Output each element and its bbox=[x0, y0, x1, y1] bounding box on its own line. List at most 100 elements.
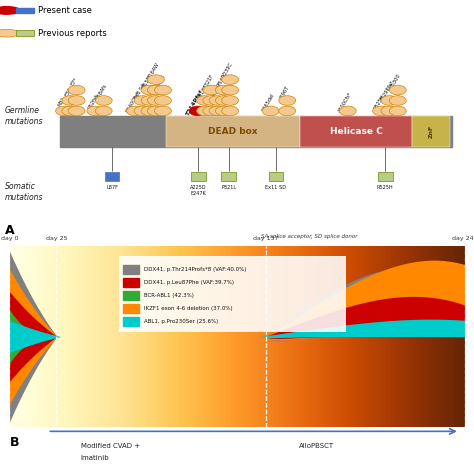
Text: SA splice acceptor, SD splice donor: SA splice acceptor, SD splice donor bbox=[261, 234, 357, 239]
Circle shape bbox=[389, 106, 406, 116]
Bar bbox=[123, 304, 139, 313]
Text: Imatinib: Imatinib bbox=[81, 455, 109, 461]
Circle shape bbox=[134, 96, 151, 105]
Circle shape bbox=[95, 96, 112, 105]
Circle shape bbox=[68, 106, 85, 116]
Bar bbox=[123, 291, 139, 300]
Text: ABL1, p.Pro230Ser (25.6%): ABL1, p.Pro230Ser (25.6%) bbox=[144, 319, 218, 324]
Text: day 0: day 0 bbox=[1, 236, 18, 241]
Text: L87F: L87F bbox=[106, 185, 118, 190]
Text: G5300: G5300 bbox=[389, 73, 402, 90]
Circle shape bbox=[339, 106, 356, 116]
Circle shape bbox=[147, 96, 164, 105]
Circle shape bbox=[373, 106, 390, 116]
Circle shape bbox=[68, 96, 85, 105]
Circle shape bbox=[381, 96, 398, 105]
Text: Y239C: Y239C bbox=[222, 63, 234, 79]
Text: R164W: R164W bbox=[147, 62, 160, 80]
Circle shape bbox=[197, 106, 213, 116]
Text: L321F: L321F bbox=[203, 73, 215, 89]
Text: P218T: P218T bbox=[197, 84, 209, 100]
Text: T214Pfs*: T214Pfs* bbox=[186, 88, 205, 116]
Circle shape bbox=[389, 96, 406, 105]
Bar bbox=[60, 116, 452, 147]
Text: Somatic
mutations: Somatic mutations bbox=[5, 182, 43, 201]
Text: B: B bbox=[9, 436, 19, 449]
Text: Germline
mutations: Germline mutations bbox=[5, 107, 43, 126]
Text: DDX41, p.Leu87Phe (VAF:39.7%): DDX41, p.Leu87Phe (VAF:39.7%) bbox=[144, 280, 234, 285]
Circle shape bbox=[0, 7, 20, 14]
Circle shape bbox=[279, 96, 296, 105]
Text: Helicase C: Helicase C bbox=[330, 127, 383, 136]
Circle shape bbox=[209, 96, 226, 105]
Circle shape bbox=[87, 106, 104, 116]
Circle shape bbox=[389, 85, 406, 95]
Bar bbox=[123, 317, 139, 326]
Circle shape bbox=[215, 96, 232, 105]
Text: I396T: I396T bbox=[279, 84, 291, 99]
Circle shape bbox=[222, 106, 238, 116]
Circle shape bbox=[197, 96, 213, 105]
Text: day 137: day 137 bbox=[253, 236, 279, 241]
Text: T529Rfs*: T529Rfs* bbox=[379, 81, 395, 103]
Text: E3K: E3K bbox=[64, 86, 73, 97]
Text: A500Cfs*: A500Cfs* bbox=[337, 91, 354, 113]
Circle shape bbox=[279, 106, 296, 116]
Circle shape bbox=[155, 96, 172, 105]
Text: R58Afs: R58Afs bbox=[95, 83, 108, 100]
Text: Modified CVAD +: Modified CVAD + bbox=[81, 443, 140, 449]
Circle shape bbox=[215, 106, 232, 116]
Text: P321L: P321L bbox=[221, 185, 237, 190]
Text: day 25: day 25 bbox=[46, 236, 67, 241]
Circle shape bbox=[141, 96, 158, 105]
Circle shape bbox=[155, 106, 172, 116]
Text: A: A bbox=[5, 224, 14, 237]
Text: AlloPBSCT: AlloPBSCT bbox=[299, 443, 334, 449]
Circle shape bbox=[62, 96, 79, 105]
Circle shape bbox=[62, 106, 79, 116]
Text: Ex6 SA: Ex6 SA bbox=[134, 83, 147, 100]
Circle shape bbox=[0, 29, 20, 37]
Text: Present case: Present case bbox=[38, 6, 92, 15]
Circle shape bbox=[203, 85, 220, 95]
Text: R525H: R525H bbox=[373, 94, 385, 110]
Circle shape bbox=[381, 106, 398, 116]
Text: Previous reports: Previous reports bbox=[38, 29, 107, 37]
Text: day 243: day 243 bbox=[452, 236, 474, 241]
Text: M31: M31 bbox=[57, 96, 67, 108]
Text: BCR-ABL1 (42.3%): BCR-ABL1 (42.3%) bbox=[144, 293, 193, 298]
Bar bbox=[123, 278, 139, 287]
Text: S365del: S365del bbox=[261, 92, 276, 112]
Bar bbox=[412, 116, 450, 147]
Circle shape bbox=[147, 75, 164, 84]
Circle shape bbox=[189, 106, 206, 116]
Circle shape bbox=[95, 106, 112, 116]
Circle shape bbox=[222, 75, 238, 84]
Circle shape bbox=[141, 85, 158, 95]
Circle shape bbox=[68, 85, 85, 95]
Circle shape bbox=[141, 106, 158, 116]
Bar bbox=[166, 116, 300, 147]
Circle shape bbox=[203, 106, 220, 116]
Circle shape bbox=[127, 106, 144, 116]
Circle shape bbox=[209, 106, 226, 116]
Text: R525H: R525H bbox=[377, 185, 393, 190]
Text: E7*: E7* bbox=[70, 76, 79, 86]
Circle shape bbox=[134, 106, 151, 116]
Circle shape bbox=[147, 106, 164, 116]
Text: DDX41, p.Thr214Profs*8 (VAF:40.0%): DDX41, p.Thr214Profs*8 (VAF:40.0%) bbox=[144, 267, 246, 272]
Circle shape bbox=[147, 85, 164, 95]
Circle shape bbox=[222, 85, 238, 95]
Circle shape bbox=[155, 85, 172, 95]
Text: Ex11 SD: Ex11 SD bbox=[265, 185, 286, 190]
Text: A225D
E247K: A225D E247K bbox=[190, 185, 207, 196]
Circle shape bbox=[55, 106, 73, 116]
Text: DEAD box: DEAD box bbox=[208, 127, 258, 136]
Circle shape bbox=[222, 96, 238, 105]
Text: IKZF1 exon 4-6 deletion (37.0%): IKZF1 exon 4-6 deletion (37.0%) bbox=[144, 306, 232, 311]
Bar bbox=[123, 265, 139, 274]
Text: Q52fs*: Q52fs* bbox=[87, 93, 100, 110]
Circle shape bbox=[262, 106, 279, 116]
Text: M155I: M155I bbox=[141, 73, 154, 89]
Text: F183I: F183I bbox=[155, 74, 166, 89]
